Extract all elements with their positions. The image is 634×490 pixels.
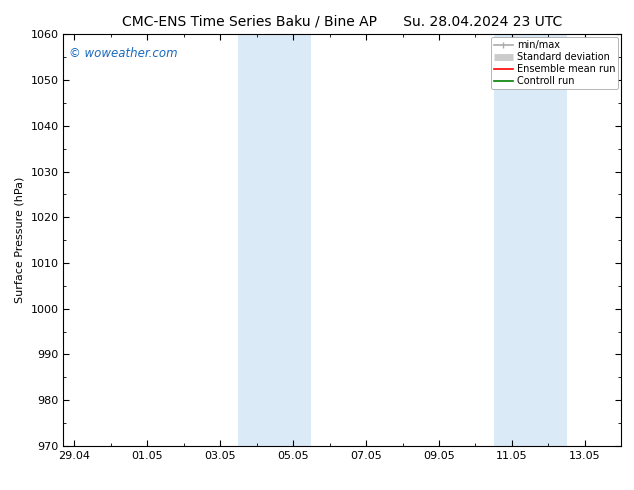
Bar bbox=[238, 34, 311, 446]
Bar bbox=[494, 34, 567, 446]
Legend: min/max, Standard deviation, Ensemble mean run, Controll run: min/max, Standard deviation, Ensemble me… bbox=[491, 37, 618, 89]
Text: © woweather.com: © woweather.com bbox=[69, 47, 178, 60]
Y-axis label: Surface Pressure (hPa): Surface Pressure (hPa) bbox=[15, 177, 25, 303]
Title: CMC-ENS Time Series Baku / Bine AP      Su. 28.04.2024 23 UTC: CMC-ENS Time Series Baku / Bine AP Su. 2… bbox=[122, 15, 562, 29]
